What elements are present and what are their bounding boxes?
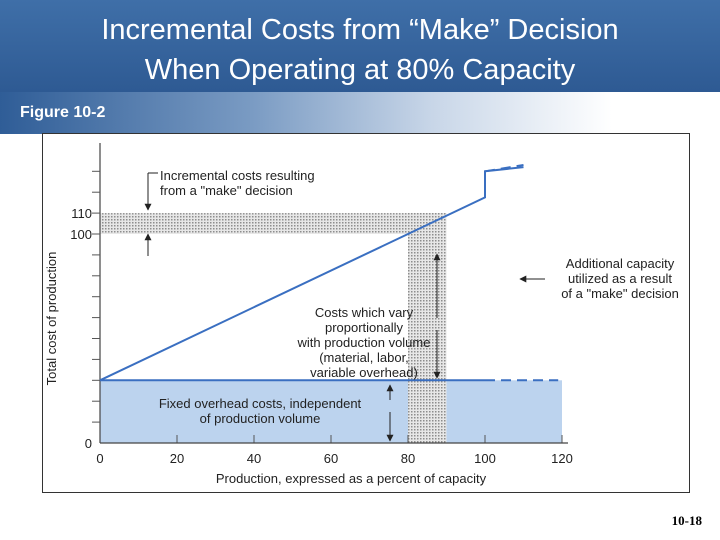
y-tick-label: 100	[70, 227, 92, 242]
chart-grid	[176, 435, 563, 443]
fixed-annotation-line: Fixed overhead costs, independent	[159, 396, 362, 411]
capacity-annotation-line: Additional capacity	[566, 256, 675, 271]
chart-bands	[100, 213, 562, 443]
capacity-annotation-line: of a "make" decision	[561, 286, 679, 301]
x-tick-label: 80	[401, 451, 415, 466]
variable-annotation-line: Costs which vary	[315, 305, 414, 320]
fixed-overhead-band	[100, 380, 562, 443]
x-axis-label: Production, expressed as a percent of ca…	[216, 471, 487, 486]
chart-axes	[92, 143, 568, 444]
x-tick-label: 100	[474, 451, 496, 466]
variable-annotation-line: (material, labor,	[319, 350, 409, 365]
incremental-cost-band	[100, 213, 447, 234]
variable-annotation-line: variable overhead)	[310, 365, 418, 380]
x-tick-label: 20	[170, 451, 184, 466]
y-axis-label: Total cost of production	[44, 252, 59, 386]
y-tick-label: 110	[71, 206, 92, 221]
series-line-0	[99, 166, 524, 382]
x-tick-label: 0	[96, 451, 103, 466]
y-tick-label: 0	[85, 436, 92, 451]
x-tick-label: 60	[324, 451, 338, 466]
series-line-1	[484, 164, 524, 173]
additional-capacity-band	[408, 213, 447, 443]
x-tick-label: 40	[247, 451, 261, 466]
chart-series	[99, 164, 559, 382]
slide-number: 10-18	[671, 513, 702, 528]
slide-title-line-2: When Operating at 80% Capacity	[144, 54, 576, 86]
title-bar: Incremental Costs from “Make” Decision W…	[0, 0, 720, 92]
figure-label-band	[0, 92, 720, 134]
variable-annotation-line: proportionally	[325, 320, 404, 335]
incremental-annotation-line: from a "make" decision	[160, 183, 293, 198]
variable-annotation-line: with production volume	[297, 335, 431, 350]
capacity-annotation-line: utilized as a result	[568, 271, 672, 286]
chart-ticks: 0 20 40 60 80 100 120 0 100 110	[70, 206, 573, 466]
incremental-annotation-line: Incremental costs resulting	[160, 168, 315, 183]
fixed-annotation-line: of production volume	[200, 411, 321, 426]
x-tick-label: 120	[551, 451, 573, 466]
slide-title-line-1: Incremental Costs from “Make” Decision	[101, 14, 619, 46]
figure-label: Figure 10-2	[20, 104, 106, 121]
